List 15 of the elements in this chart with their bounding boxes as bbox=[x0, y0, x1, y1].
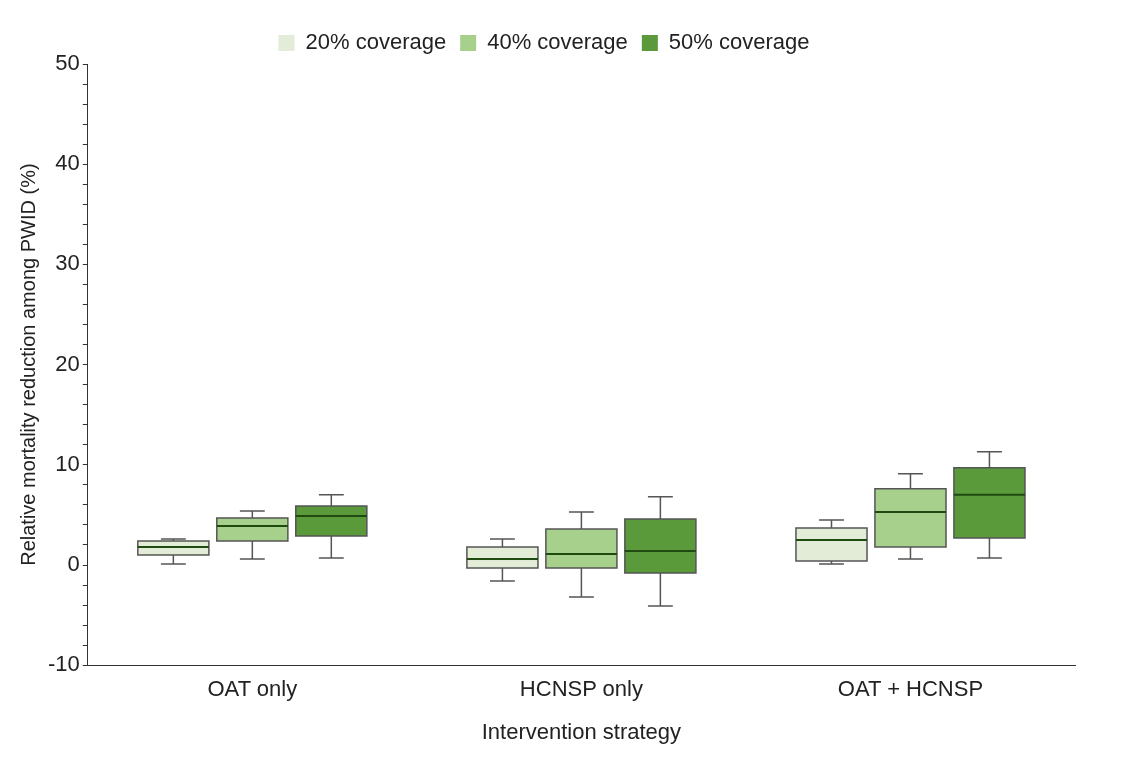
x-axis-title: Intervention strategy bbox=[481, 718, 682, 744]
legend-label: 20% coverage bbox=[305, 29, 447, 55]
y-tick-label: 0 bbox=[67, 551, 80, 577]
y-tick-label: 30 bbox=[55, 250, 80, 276]
y-tick-label: 40 bbox=[55, 150, 80, 176]
y-tick-label: 50 bbox=[55, 50, 80, 76]
x-tick-label: OAT + HCNSP bbox=[837, 676, 984, 702]
y-tick-label: 20 bbox=[55, 350, 80, 376]
legend-label: 40% coverage bbox=[487, 29, 628, 55]
x-tick-label: HCNSP only bbox=[519, 676, 643, 702]
legend-label: 50% coverage bbox=[668, 29, 810, 55]
y-tick-label: 10 bbox=[55, 450, 80, 476]
y-axis-title: Relative mortality reduction among PWID (%) bbox=[16, 163, 39, 566]
y-tick-label: -10 bbox=[48, 651, 80, 677]
x-tick-label: OAT only bbox=[207, 676, 298, 702]
